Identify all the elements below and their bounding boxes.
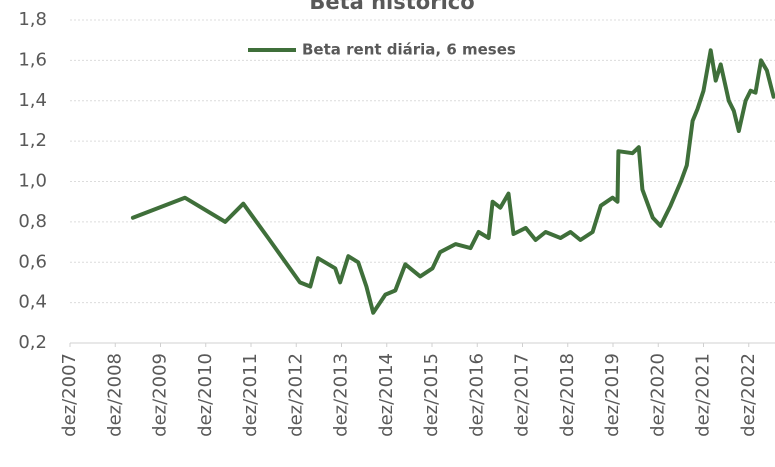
- x-tick-label: dez/2015: [421, 353, 442, 437]
- y-tick-label: 1,4: [18, 90, 47, 111]
- x-tick-label: dez/2014: [376, 353, 397, 437]
- data-line: [130, 48, 775, 315]
- y-tick-label: 0,2: [18, 332, 47, 353]
- x-tick-label: dez/2011: [240, 353, 261, 437]
- x-tick-label: dez/2016: [466, 353, 487, 437]
- x-tick-label: dez/2012: [285, 353, 306, 437]
- y-tick-label: 0,4: [18, 292, 47, 313]
- x-tick-label: dez/2018: [557, 353, 578, 437]
- x-tick-label: dez/2017: [512, 353, 533, 437]
- y-tick-label: 1,6: [18, 49, 47, 70]
- x-tick-label: dez/2020: [647, 353, 668, 437]
- y-tick-label: 0,8: [18, 211, 47, 232]
- x-tick-label: dez/2007: [59, 353, 80, 437]
- y-tick-label: 1,8: [18, 9, 47, 30]
- x-tick-label: dez/2021: [693, 353, 714, 437]
- x-tick-label: dez/2008: [104, 353, 125, 437]
- legend-label: Beta rent diária, 6 meses: [302, 41, 516, 59]
- y-tick-label: 1,2: [18, 130, 47, 151]
- x-tick-label: dez/2013: [331, 353, 352, 437]
- y-tick-label: 1,0: [18, 171, 47, 192]
- x-tick-label: dez/2010: [195, 353, 216, 437]
- x-tick-label: dez/2009: [150, 353, 171, 437]
- x-tick-label: dez/2019: [602, 353, 623, 437]
- y-tick-label: 0,6: [18, 251, 47, 272]
- chart-title: Beta histórico: [309, 0, 474, 14]
- x-tick-label: dez/2022: [738, 353, 759, 437]
